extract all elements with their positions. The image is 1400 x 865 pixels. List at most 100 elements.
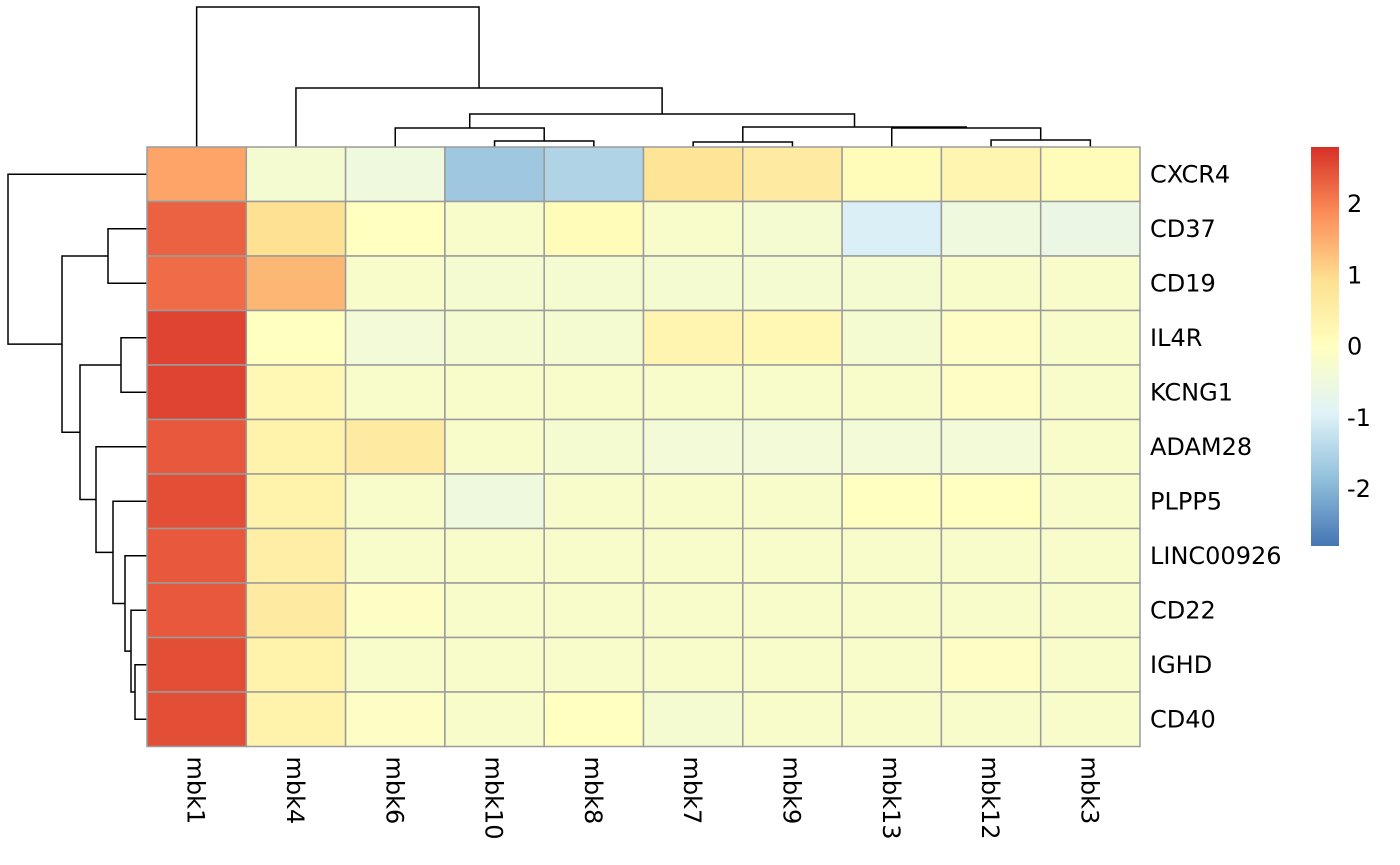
heatmap-cell	[146, 418, 248, 475]
heatmap-cell	[146, 527, 248, 584]
heatmap-cell	[444, 364, 545, 421]
row-dendrogram-link	[61, 255, 108, 434]
heatmap-cell	[344, 309, 446, 366]
row-dendrogram-link	[95, 446, 147, 554]
heatmap-cell	[543, 309, 645, 366]
heatmap-cell	[444, 691, 545, 748]
heatmap-cell	[344, 418, 446, 475]
heatmap-cell	[642, 309, 744, 366]
heatmap-cell	[444, 255, 545, 312]
heatmap-cell	[444, 309, 545, 366]
heatmap-cell	[344, 636, 446, 693]
row-label: PLPP5	[1150, 487, 1222, 515]
row-dendrogram	[7, 173, 147, 720]
heatmap-cell	[344, 527, 446, 584]
legend-tick-label: 2	[1347, 190, 1362, 218]
column-dendrogram-link	[493, 140, 595, 147]
legend-tick-label: 0	[1347, 333, 1362, 361]
heatmap-cell	[543, 418, 645, 475]
heatmap-cell	[642, 636, 744, 693]
row-label: CD19	[1150, 269, 1216, 297]
column-label: mbk1	[182, 757, 210, 825]
column-label: mbk4	[281, 757, 309, 825]
heatmap-cell	[642, 146, 744, 203]
heatmap-cell	[742, 364, 843, 421]
heatmap-cell	[742, 146, 843, 203]
heatmap-cell	[245, 527, 347, 584]
color-legend: 2 1 0 -1 -2	[1311, 147, 1371, 546]
column-label: mbk7	[678, 757, 706, 825]
row-dendrogram-link	[112, 500, 147, 605]
row-label: LINC00926	[1150, 542, 1282, 570]
heatmap-cell	[940, 364, 1042, 421]
heatmap-cell	[1039, 527, 1141, 584]
heatmap-cell	[841, 636, 943, 693]
heatmap-cell	[344, 582, 446, 639]
heatmap-cell	[146, 200, 248, 257]
heatmap-cell	[543, 255, 645, 312]
heatmap-cell	[841, 146, 943, 203]
column-dendrogram-link	[295, 87, 663, 147]
heatmap-cell	[344, 200, 446, 257]
heatmap-cell	[841, 473, 943, 530]
heatmap-cell	[444, 473, 545, 530]
row-label: CD22	[1150, 596, 1216, 624]
heatmap-cell	[146, 146, 248, 203]
heatmap-cell	[841, 527, 943, 584]
column-dendrogram-link	[891, 127, 1042, 147]
row-dendrogram-link	[134, 664, 147, 720]
heatmap-cell	[940, 636, 1042, 693]
heatmap-cell	[642, 200, 744, 257]
heatmap-cell	[245, 418, 347, 475]
heatmap-cell	[940, 527, 1042, 584]
heatmap-cell	[444, 582, 545, 639]
heatmap-cell	[146, 691, 248, 748]
heatmap-cell	[245, 200, 347, 257]
heatmap-cell	[940, 309, 1042, 366]
row-label: IGHD	[1150, 651, 1212, 679]
heatmap-cell	[642, 364, 744, 421]
heatmap-cell	[1039, 582, 1141, 639]
row-dendrogram-link	[7, 173, 147, 345]
heatmap-cell	[344, 691, 446, 748]
heatmap-cell	[543, 527, 645, 584]
column-label: mbk3	[1075, 757, 1103, 825]
heatmap-cell	[146, 636, 248, 693]
heatmap-cell	[1039, 146, 1141, 203]
heatmap-cell	[245, 636, 347, 693]
heatmap-cell	[245, 146, 347, 203]
heatmap-cell	[444, 418, 545, 475]
heatmap-cell	[344, 473, 446, 530]
row-label: IL4R	[1150, 324, 1202, 352]
heatmap-cell	[146, 582, 248, 639]
heatmap-cell	[444, 146, 545, 203]
heatmap-cell	[1039, 418, 1141, 475]
heatmap-cell	[146, 364, 248, 421]
heatmap-cell	[742, 309, 843, 366]
heatmap-cell	[940, 146, 1042, 203]
heatmap-cell	[742, 636, 843, 693]
heatmap-cell	[841, 309, 943, 366]
heatmap-cell	[742, 691, 843, 748]
heatmap-cell	[742, 473, 843, 530]
heatmap-cell	[543, 473, 645, 530]
heatmap-cell	[841, 582, 943, 639]
heatmap-cell	[543, 364, 645, 421]
heatmap-cell	[742, 200, 843, 257]
row-dendrogram-link	[107, 228, 147, 284]
column-dendrogram-link	[468, 113, 856, 128]
row-dendrogram-link	[124, 555, 147, 652]
heatmap-cell	[344, 364, 446, 421]
heatmap-cell	[444, 636, 545, 693]
heatmap-cell	[245, 691, 347, 748]
heatmap-cell	[1039, 255, 1141, 312]
heatmap-cell	[146, 255, 248, 312]
heatmap-cell	[1039, 364, 1141, 421]
heatmap-cell	[642, 691, 744, 748]
heatmap-cell	[245, 582, 347, 639]
heatmap-cell	[841, 691, 943, 748]
heatmap-cell	[1039, 473, 1141, 530]
row-label: CD37	[1150, 215, 1216, 243]
row-dendrogram-link	[120, 337, 147, 393]
heatmap-cell	[344, 146, 446, 203]
